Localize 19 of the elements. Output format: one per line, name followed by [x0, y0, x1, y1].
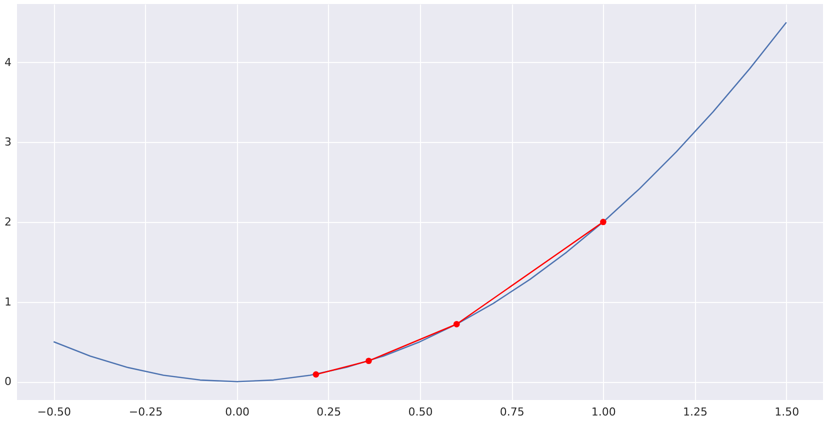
x-tick-label: 1.25: [683, 406, 708, 418]
y-tick-label: 4: [4, 56, 12, 69]
point: [366, 358, 372, 364]
point: [312, 371, 320, 378]
x-tick-label: −0.25: [128, 406, 163, 418]
y-tick-label: 3: [4, 136, 12, 149]
line-series: [52, 22, 788, 382]
point: [600, 218, 606, 226]
x-tick-label: 0.25: [316, 406, 342, 418]
point: [453, 320, 460, 328]
y-tick-label: 2: [4, 215, 12, 228]
x-tick-label: 1.50: [774, 406, 800, 418]
x-tick-label: 0.75: [500, 406, 524, 418]
x-tick-label: 1.00: [591, 406, 616, 418]
x-tick-label: 0.50: [408, 406, 433, 418]
x-tick-label: −0.50: [37, 406, 71, 418]
x-tick-label: 0.00: [225, 406, 250, 418]
y-tick-label: 1: [4, 295, 12, 308]
y-tick-label: 0: [4, 375, 12, 388]
